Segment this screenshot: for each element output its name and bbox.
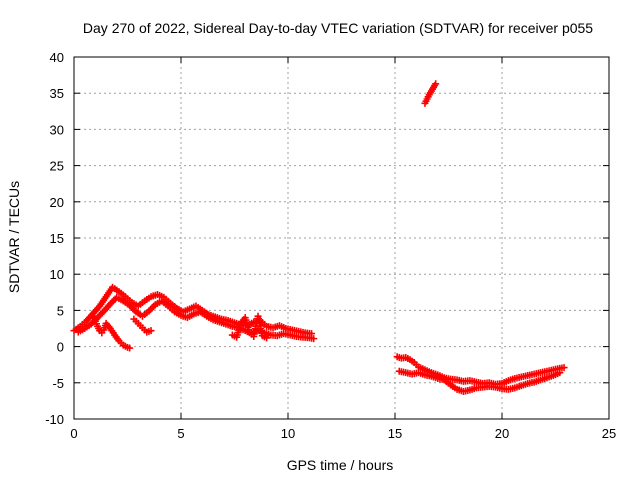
x-tick-label: 20 (495, 426, 509, 441)
y-tick-label: 15 (50, 231, 64, 246)
chart-title: Day 270 of 2022, Sidereal Day-to-day VTE… (83, 20, 593, 36)
y-tick-label: -10 (45, 412, 64, 427)
data-point (556, 369, 564, 377)
y-tick-label: 25 (50, 159, 64, 174)
x-tick-label: 10 (281, 426, 295, 441)
y-tick-label: 10 (50, 267, 64, 282)
data-point (432, 80, 440, 88)
x-axis-label: GPS time / hours (287, 457, 394, 473)
data-points (70, 80, 568, 395)
data-point (126, 344, 134, 352)
x-tick-label: 25 (602, 426, 616, 441)
axis-ticks: 0 5 10 15 20 25 -10 -5 0 5 10 15 20 25 30 35 40 (45, 50, 616, 441)
grid-lines (74, 57, 609, 419)
x-tick-label: 15 (388, 426, 402, 441)
x-tick-label: 5 (177, 426, 184, 441)
y-tick-label: 35 (50, 86, 64, 101)
y-tick-label: 40 (50, 50, 64, 65)
y-tick-label: 20 (50, 195, 64, 210)
y-axis-label: SDTVAR / TECUs (6, 181, 22, 293)
data-point (310, 335, 318, 343)
data-point (560, 364, 568, 372)
data-point (263, 334, 271, 342)
data-point (147, 327, 155, 335)
y-tick-label: 0 (57, 340, 64, 355)
y-tick-label: 5 (57, 303, 64, 318)
x-tick-label: 0 (70, 426, 77, 441)
y-tick-label: -5 (52, 376, 64, 391)
y-tick-label: 30 (50, 122, 64, 137)
